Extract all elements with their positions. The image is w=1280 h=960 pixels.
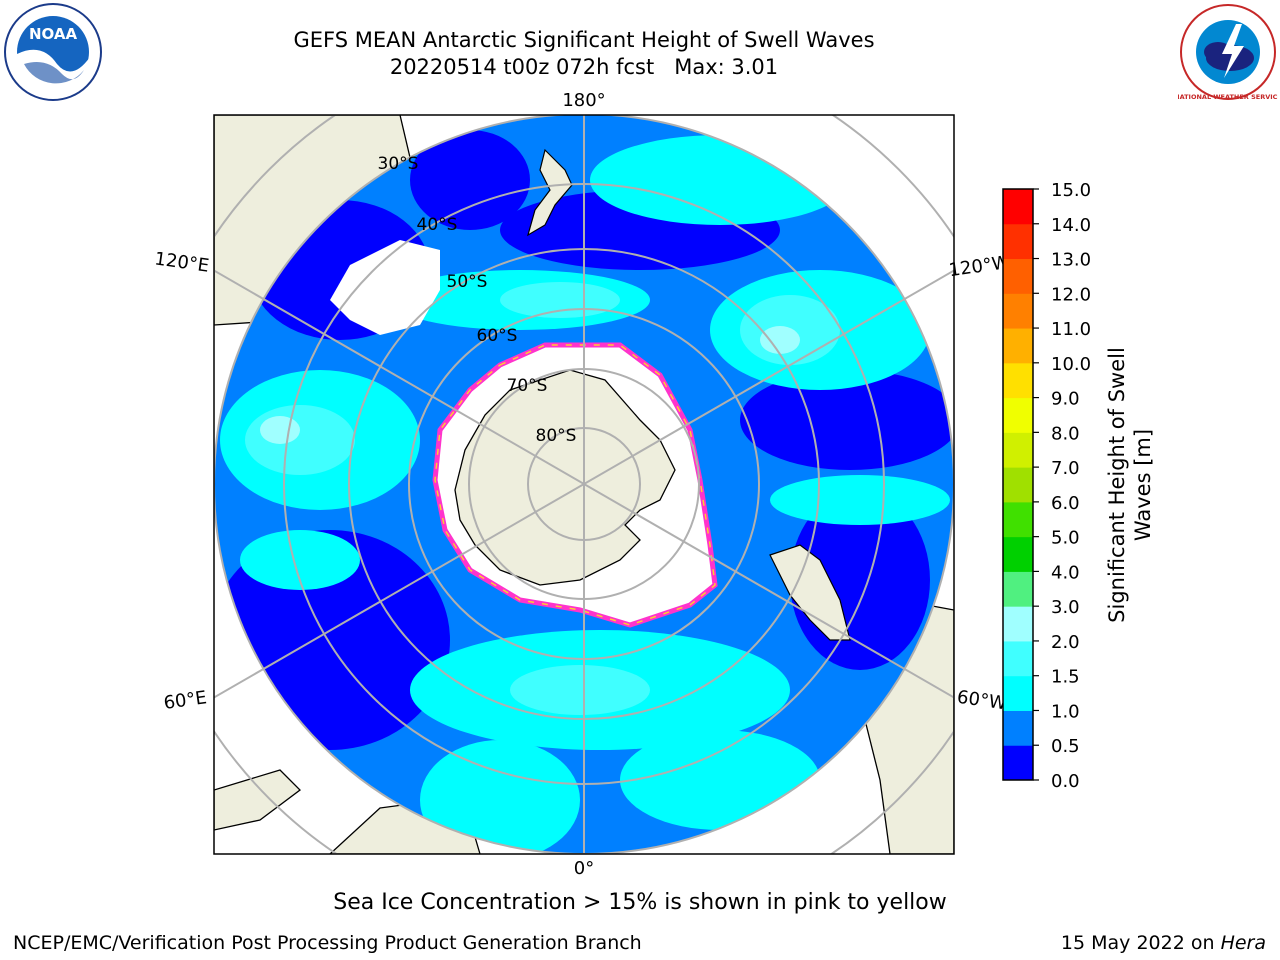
- colorbar-tick-label: 15.0: [1051, 180, 1091, 201]
- colorbar-segment: [1003, 293, 1033, 329]
- label-40s: 40°S: [417, 215, 458, 235]
- label-60w: 60°W: [956, 687, 1008, 715]
- colorbar-tick-label: 10.0: [1051, 354, 1091, 375]
- label-120w: 120°W: [947, 252, 1011, 281]
- footer-machine: Hera: [1220, 932, 1266, 954]
- colorbar-segment: [1003, 189, 1033, 225]
- colorbar-tick-label: 14.0: [1051, 215, 1091, 236]
- graticule: [214, 115, 954, 854]
- colorbar-segment: [1003, 640, 1033, 677]
- colorbar-tick-label: 9.0: [1051, 389, 1080, 410]
- map-frame: [213, 114, 955, 855]
- colorbar-tick-label: 6.0: [1051, 493, 1080, 514]
- colorbar-tick-label: 3.0: [1051, 597, 1080, 618]
- svg-text:NATIONAL WEATHER SERVICE: NATIONAL WEATHER SERVICE: [1178, 93, 1278, 101]
- colorbar-segment: [1003, 710, 1033, 746]
- run-info: 20220514 t00z 072h fcst: [389, 55, 655, 79]
- colorbar-tick-label: 8.0: [1051, 423, 1080, 444]
- label-120e: 120°E: [153, 248, 210, 276]
- colorbar-segment: [1003, 397, 1033, 433]
- label-60e: 60°E: [162, 687, 208, 714]
- footer-date-text: 15 May 2022 on: [1060, 932, 1215, 954]
- label-180: 180°: [562, 90, 605, 111]
- colorbar-segment: [1003, 467, 1033, 503]
- colorbar-tick-label: 0.5: [1051, 736, 1080, 757]
- max-value: Max: 3.01: [674, 55, 779, 79]
- footer-date: 15 May 2022 on Hera: [1061, 932, 1266, 954]
- colorbar-segment: [1003, 745, 1033, 781]
- colorbar-segment: [1003, 571, 1033, 607]
- label-80s: 80°S: [536, 426, 577, 446]
- colorbar-tick-label: 7.0: [1051, 458, 1080, 479]
- colorbar-tick-label: 1.5: [1051, 667, 1080, 688]
- svg-text:NOAA: NOAA: [29, 25, 78, 43]
- colorbar-segment: [1003, 536, 1033, 572]
- colorbar-tick-label: 2.0: [1051, 632, 1080, 653]
- nws-logo: NATIONAL WEATHER SERVICE: [1178, 4, 1278, 101]
- colorbar-tick-label: 0.0: [1051, 771, 1080, 792]
- label-70s: 70°S: [507, 376, 548, 396]
- colorbar-tick-label: 11.0: [1051, 319, 1091, 340]
- colorbar-segment: [1003, 258, 1033, 294]
- noaa-logo: NOAA: [4, 3, 102, 101]
- colorbar-frame: [1002, 188, 1034, 781]
- label-30s: 30°S: [378, 154, 419, 174]
- colorbar-segment: [1003, 362, 1033, 399]
- colorbar-tick-label: 1.0: [1051, 701, 1080, 722]
- label-50s: 50°S: [447, 272, 488, 292]
- colorbar-tick-label: 12.0: [1051, 284, 1091, 305]
- label-60s: 60°S: [477, 326, 518, 346]
- colorbar-segment: [1003, 501, 1033, 538]
- colorbar-label-line1: Significant Height of Swell: [1105, 347, 1129, 623]
- colorbar-label-line2: Waves [m]: [1131, 429, 1155, 541]
- label-0: 0°: [574, 858, 594, 879]
- colorbar-segment: [1003, 606, 1033, 642]
- sea-ice-caption: Sea Ice Concentration > 15% is shown in …: [333, 890, 947, 915]
- chart-subtitle: 20220514 t00z 072h fcst Max: 3.01: [0, 54, 1168, 80]
- colorbar: 0.0 0.5 1.0 1.5 2.0 3.0 4.0 5.0 6.0 7.0 8.0 9.0 10.0…: [1002, 180, 1091, 792]
- colorbar-segment: [1003, 432, 1033, 468]
- colorbar-tick-label: 4.0: [1051, 562, 1080, 583]
- footer-branch: NCEP/EMC/Verification Post Processing Pr…: [13, 932, 642, 954]
- colorbar-segment: [1003, 223, 1033, 260]
- colorbar-tick-label: 5.0: [1051, 528, 1080, 549]
- colorbar-segment: [1003, 328, 1033, 364]
- colorbar-tick-label: 13.0: [1051, 250, 1091, 271]
- chart-title: GEFS MEAN Antarctic Significant Height o…: [293, 28, 875, 52]
- colorbar-segment: [1003, 675, 1033, 711]
